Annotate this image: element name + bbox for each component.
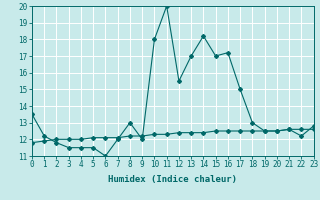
X-axis label: Humidex (Indice chaleur): Humidex (Indice chaleur) [108,175,237,184]
